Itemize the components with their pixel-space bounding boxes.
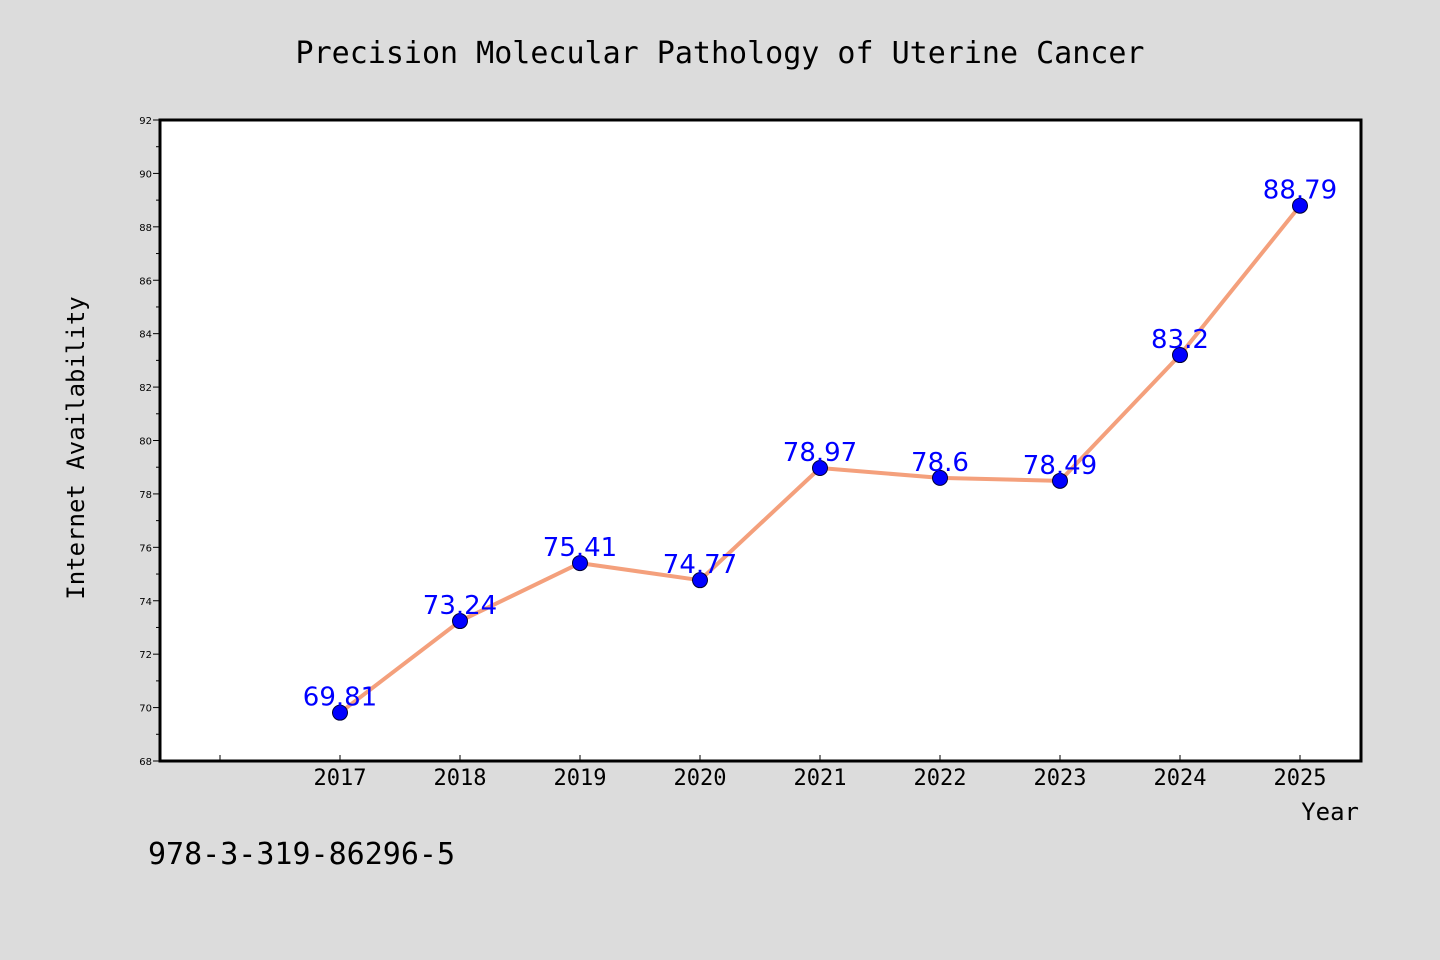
- data-label-2020: 74.77: [663, 550, 737, 580]
- data-point-2023: [1052, 472, 1068, 489]
- y-tick-label: 70: [139, 704, 152, 715]
- footer-isbn: 978-3-319-86296-5: [148, 837, 455, 872]
- y-tick-label: 76: [139, 543, 152, 554]
- data-point-2019: [572, 555, 588, 572]
- x-tick-label: 2020: [674, 766, 727, 791]
- y-tick-label: 84: [139, 330, 152, 341]
- series-layer: [332, 197, 1308, 721]
- x-tick-label: 2019: [554, 766, 607, 791]
- x-tick-label: 2021: [794, 766, 847, 791]
- y-tick-label: 82: [139, 383, 152, 394]
- y-tick-label: 86: [139, 276, 152, 287]
- data-point-2025: [1292, 197, 1308, 214]
- y-tick-label: 92: [139, 116, 152, 127]
- y-tick-label: 68: [139, 757, 152, 768]
- x-tick-label: 2024: [1154, 766, 1207, 791]
- data-label-2019: 75.41: [543, 533, 617, 563]
- data-label-2018: 73.24: [423, 591, 497, 621]
- x-tick-label: 2018: [434, 766, 487, 791]
- y-tick-label: 78: [139, 490, 152, 501]
- data-label-2021: 78.97: [783, 438, 857, 468]
- x-axis: 2017 2018 2019 2020 2021 2022 2023 2024 2025: [219, 755, 1327, 791]
- y-tick-label: 72: [139, 650, 152, 661]
- data-point-2017: [332, 704, 348, 721]
- data-label-2023: 78.49: [1023, 451, 1097, 481]
- data-point-2020: [692, 572, 708, 589]
- data-point-2021: [812, 460, 828, 477]
- y-tick-label: 88: [139, 223, 152, 234]
- data-label-2022: 78.6: [911, 448, 969, 478]
- y-axis: 68 70 72 74 76 78 80 82 84 86 88 90 92: [139, 116, 160, 768]
- data-point-2024: [1172, 347, 1188, 364]
- y-tick-label: 74: [139, 597, 152, 608]
- y-axis-label: Internet Availability: [62, 296, 90, 599]
- plot-area: [158, 118, 1363, 763]
- y-tick-label: 80: [139, 437, 152, 448]
- data-label-2025: 88.79: [1263, 176, 1337, 206]
- y-tick-label: 90: [139, 169, 152, 180]
- x-tick-label: 2025: [1274, 766, 1327, 791]
- data-point-2022: [932, 469, 948, 486]
- x-tick-label: 2017: [314, 766, 367, 791]
- x-axis-label: Year: [1301, 798, 1359, 826]
- x-tick-label: 2022: [914, 766, 967, 791]
- data-label-2024: 83.2: [1151, 325, 1209, 355]
- data-point-2018: [452, 613, 468, 630]
- chart-title: Precision Molecular Pathology of Uterine…: [296, 36, 1145, 71]
- x-tick-label: 2023: [1034, 766, 1087, 791]
- data-labels: 69.81 73.24 75.41 74.77 78.97 78.6 78.49 83.2 88…: [303, 176, 1337, 713]
- data-label-2017: 69.81: [303, 683, 377, 713]
